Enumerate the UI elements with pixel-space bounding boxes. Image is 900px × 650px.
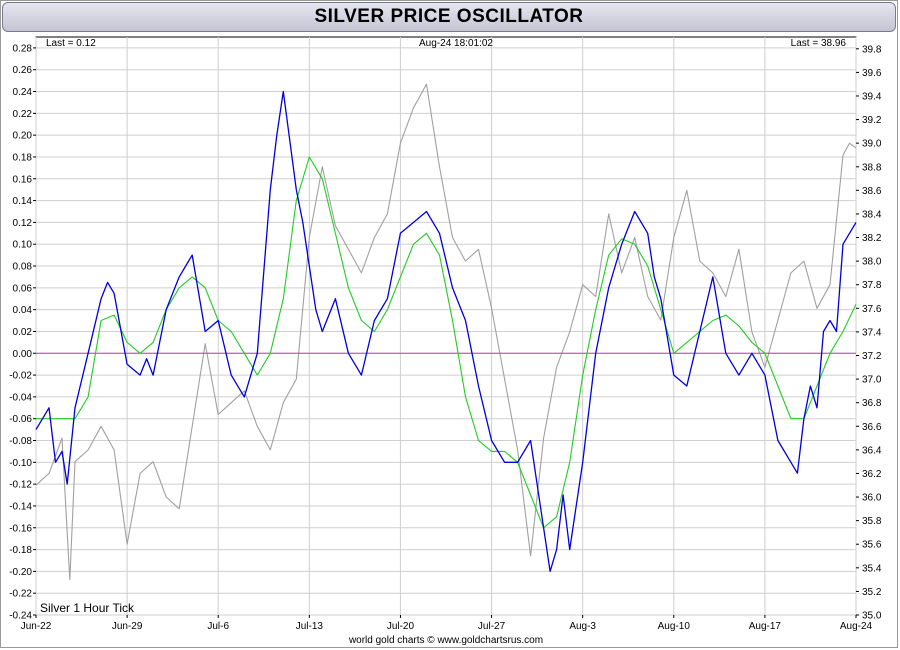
right-tick-label: 37.8	[862, 280, 882, 291]
left-tick-label: -0.20	[9, 567, 32, 578]
plot-area	[35, 36, 857, 616]
x-tick-label: Jul-27	[478, 621, 506, 632]
right-tick-label: 36.6	[862, 422, 882, 433]
price-line	[35, 83, 857, 581]
right-tick-label: 38.8	[862, 162, 882, 173]
right-tick-label: 38.4	[862, 209, 882, 220]
left-tick-label: 0.04	[13, 305, 33, 316]
left-tick-label: 0.20	[13, 131, 33, 142]
x-tick-label: Jun-22	[21, 621, 52, 632]
right-tick-label: 35.4	[862, 563, 882, 574]
right-tick-label: 35.0	[862, 611, 882, 622]
left-tick-label: 0.10	[13, 240, 33, 251]
oscillator-series	[35, 90, 857, 573]
right-tick-label: 35.6	[862, 540, 882, 551]
right-tick-label: 36.2	[862, 469, 882, 480]
chart-title: SILVER PRICE OSCILLATOR	[314, 6, 584, 27]
x-axis: Jun-22 Jun-29 Jul-6 Jul-13 Jul-20 Jul-27 Aug-3…	[21, 615, 873, 632]
last-oscillator-value: Last = 0.12	[46, 38, 96, 49]
left-tick-label: -0.24	[9, 611, 32, 622]
footer-credit: world gold charts © www.goldchartsrus.co…	[348, 635, 543, 646]
left-tick-label: 0.08	[13, 262, 33, 273]
left-tick-label: -0.08	[9, 436, 32, 447]
x-tick-label: Jul-6	[207, 621, 229, 632]
right-tick-label: 37.2	[862, 351, 882, 362]
left-tick-label: -0.14	[9, 501, 32, 512]
timestamp: Aug-24 18:01:02	[419, 38, 493, 49]
left-tick-label: 0.02	[13, 327, 33, 338]
left-tick-label: -0.10	[9, 458, 32, 469]
right-tick-label: 39.6	[862, 68, 882, 79]
left-tick-label: 0.00	[13, 349, 33, 360]
left-tick-label: 0.14	[13, 196, 33, 207]
left-tick-label: 0.16	[13, 174, 33, 185]
last-price-value: Last = 38.96	[791, 38, 847, 49]
left-tick-label: -0.04	[9, 392, 32, 403]
left-tick-label: 0.22	[13, 109, 33, 120]
left-tick-label: -0.22	[9, 589, 32, 600]
series-label: Silver 1 Hour Tick	[40, 601, 135, 615]
left-tick-label: -0.16	[9, 523, 32, 534]
left-tick-label: 0.18	[13, 152, 33, 163]
x-tick-label: Jul-20	[387, 621, 415, 632]
right-tick-label: 36.0	[862, 493, 882, 504]
oscillator-line	[35, 90, 857, 573]
left-axis: 0.28 0.26 0.24 0.22 0.20 0.18 0.16 0.14 0.12 0.10…	[9, 43, 36, 622]
right-tick-label: 39.0	[862, 139, 882, 150]
right-tick-label: 37.4	[862, 327, 882, 338]
left-tick-label: 0.12	[13, 218, 33, 229]
right-axis: 39.8 39.6 39.4 39.2 39.0 38.8 38.6 38.4 38.2 38.0…	[856, 44, 882, 622]
right-tick-label: 35.8	[862, 516, 882, 527]
left-tick-label: -0.06	[9, 414, 32, 425]
x-tick-label: Jul-13	[296, 621, 324, 632]
right-tick-label: 36.4	[862, 445, 882, 456]
x-tick-label: Jun-29	[112, 621, 143, 632]
right-tick-label: 37.0	[862, 375, 882, 386]
right-tick-label: 35.2	[862, 587, 882, 598]
left-tick-label: 0.24	[13, 87, 33, 98]
left-tick-label: 0.06	[13, 283, 33, 294]
right-tick-label: 38.0	[862, 257, 882, 268]
x-tick-label: Aug-17	[749, 621, 782, 632]
price-series	[35, 83, 857, 581]
x-tick-label: Aug-3	[569, 621, 596, 632]
right-tick-label: 38.2	[862, 233, 882, 244]
right-tick-label: 39.8	[862, 44, 882, 55]
right-tick-label: 36.8	[862, 398, 882, 409]
left-tick-label: -0.02	[9, 371, 32, 382]
left-tick-label: 0.28	[13, 43, 33, 54]
right-tick-label: 39.4	[862, 91, 882, 102]
left-tick-label: -0.18	[9, 545, 32, 556]
x-tick-label: Aug-10	[658, 621, 691, 632]
left-tick-label: -0.12	[9, 480, 32, 491]
right-tick-label: 37.6	[862, 304, 882, 315]
x-tick-label: Aug-24	[840, 621, 873, 632]
right-tick-label: 38.6	[862, 186, 882, 197]
right-tick-label: 39.2	[862, 115, 882, 126]
title-bar: SILVER PRICE OSCILLATOR	[2, 2, 896, 32]
left-tick-label: 0.26	[13, 65, 33, 76]
